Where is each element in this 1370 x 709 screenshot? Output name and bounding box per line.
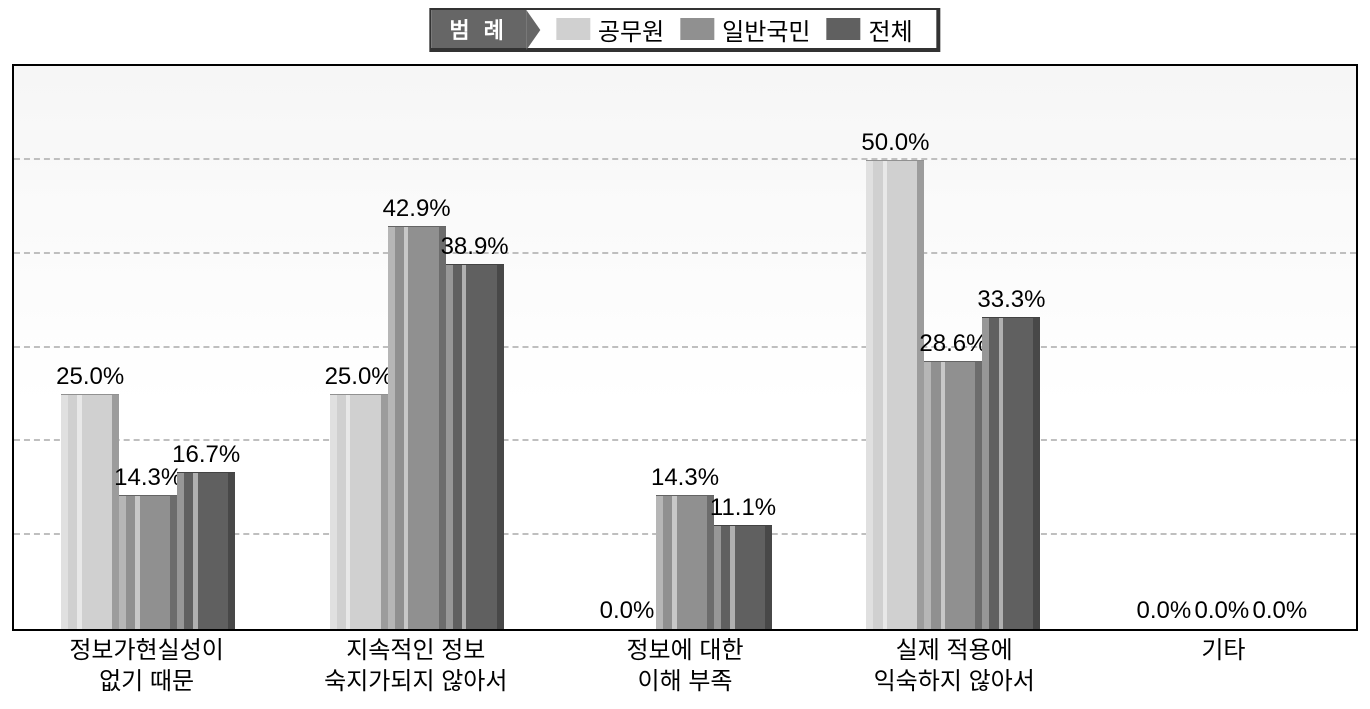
bar-group: 25.0%42.9%38.9% (282, 66, 550, 629)
bar-group: 0.0%0.0%0.0% (1088, 66, 1356, 629)
legend-label: 공무원 (598, 12, 664, 47)
bar-value-label: 42.9% (383, 195, 451, 227)
legend-label: 일반국민 (722, 12, 810, 47)
legend-item: 일반국민 (680, 12, 810, 47)
bar: 25.0% (330, 394, 388, 629)
x-axis-label: 지속적인 정보 숙지가되지 않아서 (281, 635, 550, 697)
legend: 범 례 공무원 일반국민 전체 (429, 8, 940, 52)
plot-area: 25.0%14.3%16.7%25.0%42.9%38.9%0.0%14.3%1… (14, 66, 1356, 629)
bar-value-label: 25.0% (56, 363, 124, 395)
bars: 25.0%14.3%16.7% (61, 66, 235, 629)
bar-group: 25.0%14.3%16.7% (14, 66, 282, 629)
bar: 16.7% (177, 472, 235, 629)
legend-item: 전체 (827, 12, 913, 47)
legend-swatch (827, 18, 861, 40)
bar-value-label: 14.3% (651, 464, 719, 496)
bar-value-label: 0.0% (1194, 597, 1249, 629)
x-axis-label: 기타 (1089, 635, 1358, 697)
bar-value-label: 16.7% (172, 441, 240, 473)
legend-title-wrap: 범 례 (431, 10, 526, 48)
bar-group: 50.0%28.6%33.3% (819, 66, 1087, 629)
chart-area: 25.0%14.3%16.7%25.0%42.9%38.9%0.0%14.3%1… (12, 64, 1358, 631)
bars: 50.0%28.6%33.3% (866, 66, 1040, 629)
bar: 50.0% (866, 160, 924, 629)
bar-value-label: 38.9% (441, 233, 509, 265)
x-axis-label: 실제 적용에 익숙하지 않아서 (820, 635, 1089, 697)
bar-value-label: 11.1% (710, 494, 776, 526)
bar: 42.9% (388, 226, 446, 629)
bar-value-label: 50.0% (861, 129, 929, 161)
bar-value-label: 0.0% (1252, 597, 1307, 629)
bar: 33.3% (982, 317, 1040, 629)
legend-label: 전체 (869, 12, 913, 47)
bar-value-label: 33.3% (977, 286, 1045, 318)
legend-items: 공무원 일반국민 전체 (526, 12, 937, 47)
legend-swatch (556, 18, 590, 40)
legend-title: 범 례 (431, 10, 526, 48)
bar: 14.3% (656, 495, 714, 629)
bars: 25.0%42.9%38.9% (330, 66, 504, 629)
bars: 0.0%14.3%11.1% (598, 66, 772, 629)
bars: 0.0%0.0%0.0% (1135, 66, 1309, 629)
x-axis-labels: 정보가현실성이 없기 때문지속적인 정보 숙지가되지 않아서정보에 대한 이해 … (12, 635, 1358, 697)
bar: 14.3% (119, 495, 177, 629)
bar: 25.0% (61, 394, 119, 629)
bar: 28.6% (924, 361, 982, 629)
legend-item: 공무원 (556, 12, 664, 47)
bar-value-label: 0.0% (1136, 597, 1191, 629)
bar-value-label: 0.0% (600, 597, 655, 629)
bar-group: 0.0%14.3%11.1% (551, 66, 819, 629)
bar-value-label: 28.6% (919, 330, 987, 362)
legend-swatch (680, 18, 714, 40)
bar: 38.9% (446, 264, 504, 629)
x-axis-label: 정보에 대한 이해 부족 (550, 635, 819, 697)
x-axis-label: 정보가현실성이 없기 때문 (12, 635, 281, 697)
bar-groups: 25.0%14.3%16.7%25.0%42.9%38.9%0.0%14.3%1… (14, 66, 1356, 629)
bar-value-label: 25.0% (325, 363, 393, 395)
bar: 11.1% (714, 525, 772, 629)
